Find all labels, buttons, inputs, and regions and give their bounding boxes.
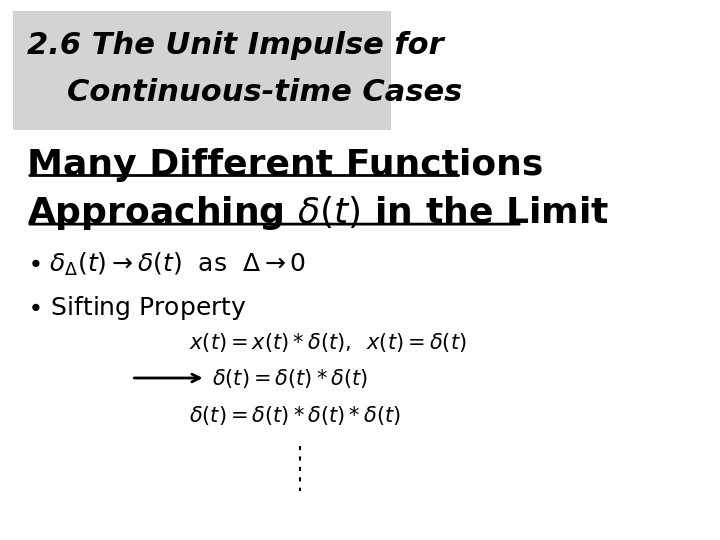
Text: $\delta(t) = \delta(t)*\delta(t)$: $\delta(t) = \delta(t)*\delta(t)$ [212,367,369,389]
Text: Approaching $\delta(t)$ in the Limit: Approaching $\delta(t)$ in the Limit [27,194,609,232]
Text: Many Different Functions: Many Different Functions [27,148,544,181]
Text: $x(t) = x(t)*\delta(t), \;\; x(t) = \delta(t)$: $x(t) = x(t)*\delta(t), \;\; x(t) = \del… [189,332,466,354]
FancyBboxPatch shape [14,11,391,130]
Text: $\delta(t) = \delta(t)*\delta(t)*\delta(t)$: $\delta(t) = \delta(t)*\delta(t)*\delta(… [189,404,400,427]
Text: $\bullet\;\delta_{\Delta}(t) \rightarrow \delta(t)$  as  $\Delta \rightarrow 0$: $\bullet\;\delta_{\Delta}(t) \rightarrow… [27,251,306,278]
Text: $\bullet$ Sifting Property: $\bullet$ Sifting Property [27,294,247,322]
Text: Continuous-time Cases: Continuous-time Cases [68,78,463,107]
Text: 2.6 The Unit Impulse for: 2.6 The Unit Impulse for [27,31,444,60]
